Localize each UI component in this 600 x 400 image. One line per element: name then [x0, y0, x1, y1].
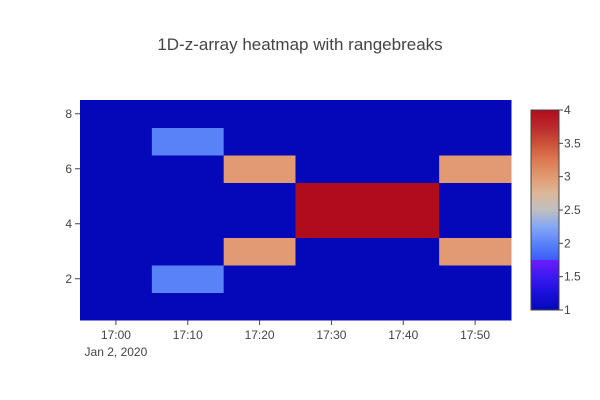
heatmap-cell: [151, 155, 225, 183]
heatmap-cell: [439, 210, 512, 238]
heatmap-cell: [439, 292, 512, 321]
heatmap-cell: [151, 237, 225, 266]
heatmap-cell: [295, 265, 368, 293]
heatmap-cell: [295, 182, 368, 211]
heatmap-cell: [151, 210, 225, 238]
heatmap-cell: [80, 210, 153, 238]
colorbar-tick-label: 2.5: [564, 203, 581, 217]
heatmap-cell: [80, 182, 153, 211]
y-tick-label: 6: [65, 162, 72, 176]
heatmap-cell: [80, 265, 153, 293]
y-tick-label: 8: [65, 107, 72, 121]
heatmap-cell: [151, 265, 225, 293]
heatmap-cell: [151, 182, 225, 211]
x-tick-label: 17:20: [245, 328, 275, 342]
colorbar-gradient: [530, 109, 560, 311]
colorbar-tick-label: 1: [564, 303, 571, 317]
heatmap-cell: [439, 237, 512, 266]
x-tick-label: 17:00: [101, 328, 131, 342]
heatmap-cell: [223, 100, 296, 128]
x-tick-label: 17:10: [173, 328, 203, 342]
heatmap-cell: [295, 292, 368, 321]
heatmap-cell: [367, 155, 440, 183]
colorbar-tick-label: 2: [564, 236, 571, 250]
heatmap-cell: [223, 182, 296, 211]
y-tick-label: 4: [65, 217, 72, 231]
heatmap-cell: [223, 127, 296, 156]
heatmap-cell: [295, 100, 368, 128]
heatmap-cell: [80, 237, 153, 266]
heatmap-cell: [367, 127, 440, 156]
x-tick-label: 17:40: [388, 328, 418, 342]
heatmap-cell: [367, 237, 440, 266]
heatmap-cell: [223, 292, 296, 321]
heatmap-cell: [367, 292, 440, 321]
heatmap-cell: [151, 100, 225, 128]
heatmap-cell: [295, 210, 368, 238]
heatmap-cell: [80, 292, 153, 321]
x-tick-label: 17:50: [460, 328, 490, 342]
colorbar-tick-label: 1.5: [564, 270, 581, 284]
heatmap-cell: [295, 127, 368, 156]
heatmap-cell: [223, 155, 296, 183]
heatmap-cell: [295, 237, 368, 266]
heatmap-cell: [367, 182, 440, 211]
heatmap-cell: [367, 100, 440, 128]
heatmap-cell: [223, 265, 296, 293]
heatmap-cell: [439, 265, 512, 293]
heatmap-cell: [151, 127, 225, 156]
x-axis: 17:00 17:10 17:20 17:30 17:40 17:50 Jan 2, 202…: [85, 320, 490, 359]
heatmap-cell: [439, 100, 512, 128]
colorbar-tick-label: 3: [564, 170, 571, 184]
heatmap-cell: [223, 210, 296, 238]
x-tick-label: 17:30: [316, 328, 346, 342]
heatmap-cell: [151, 292, 225, 321]
heatmap-cell: [80, 155, 153, 183]
x-date-label: Jan 2, 2020: [85, 345, 148, 359]
colorbar: 1 1.5 2 2.5 3 3.5 4: [530, 103, 581, 317]
heatmap-cell: [439, 182, 512, 211]
colorbar-tick-label: 3.5: [564, 136, 581, 150]
heatmap-cell: [439, 155, 512, 183]
heatmap-cell: [295, 155, 368, 183]
heatmap-cell: [80, 127, 153, 156]
heatmap-cell: [367, 210, 440, 238]
y-axis: 2 4 6 8: [65, 107, 80, 286]
heatmap-cell: [367, 265, 440, 293]
heatmap-cell: [80, 100, 153, 128]
heatmap-cells: [80, 100, 512, 321]
heatmap-cell: [223, 237, 296, 266]
colorbar-tick-label: 4: [564, 103, 571, 117]
heatmap-cell: [439, 127, 512, 156]
y-tick-label: 2: [65, 272, 72, 286]
chart-title: 1D-z-array heatmap with rangebreaks: [157, 35, 442, 54]
